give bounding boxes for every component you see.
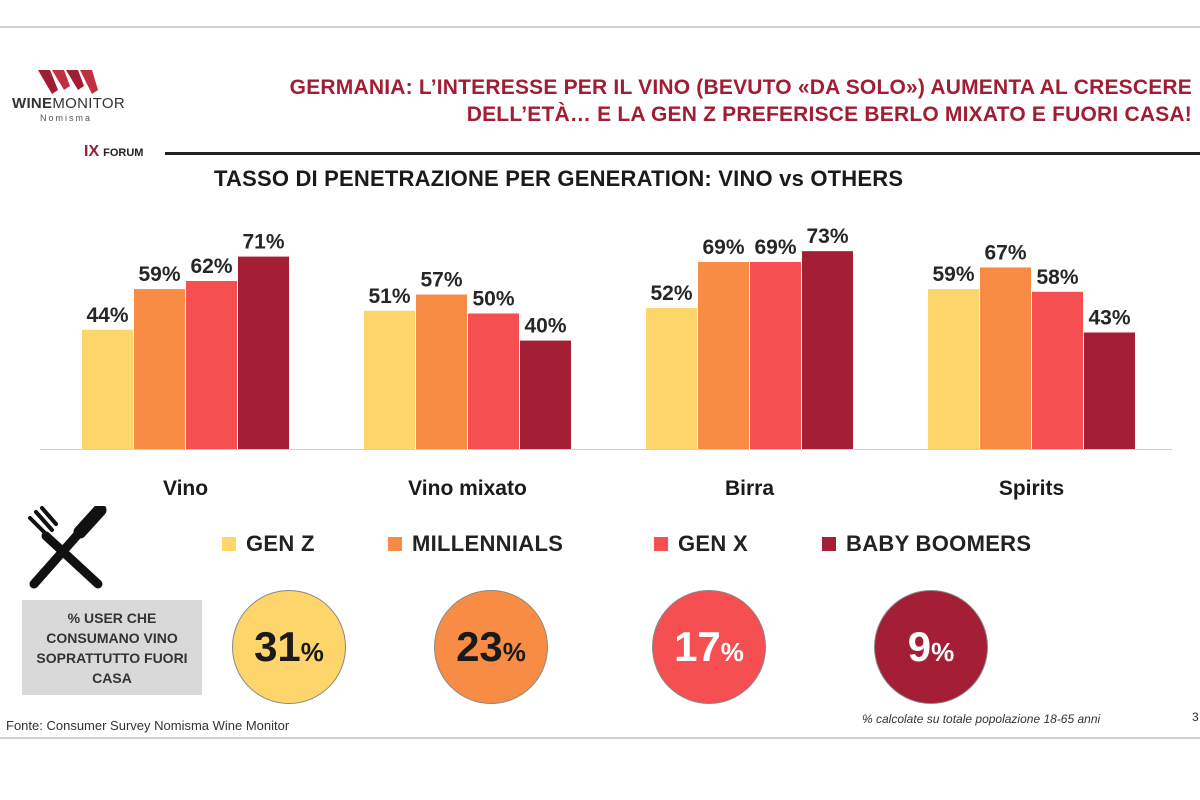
winemonitor-logo-icon	[38, 70, 98, 94]
data-label-baby-boomers: 71%	[242, 231, 284, 254]
calculation-note: % calcolate su totale popolazione 18-65 …	[862, 712, 1101, 726]
bar-baby-boomers	[520, 340, 571, 449]
legend-item-gen-z: GEN Z	[222, 528, 315, 560]
logo-subtitle: Nomisma	[40, 113, 93, 123]
bar-gen-x	[468, 313, 519, 449]
legend-label-gen-z: GEN Z	[246, 531, 315, 556]
data-label-gen-z: 59%	[932, 263, 974, 286]
bar-millennials	[416, 294, 467, 449]
circle-percent: %	[502, 636, 526, 667]
bar-baby-boomers	[1084, 332, 1135, 449]
away-from-home-circle-gen-x: 17%	[652, 590, 766, 704]
legend-swatch-millennials	[388, 537, 402, 551]
circle-percent: %	[931, 636, 955, 667]
data-label-baby-boomers: 43%	[1088, 306, 1130, 329]
data-label-baby-boomers: 40%	[524, 315, 566, 338]
source-note: Fonte: Consumer Survey Nomisma Wine Moni…	[6, 718, 290, 733]
circle-value: 17	[674, 623, 721, 670]
legend-swatch-baby-boomers	[822, 537, 836, 551]
page-title-line2: DELL’ETÀ… E LA GEN Z PREFERISCE BERLO MI…	[466, 103, 1192, 126]
fork-knife-icon	[28, 506, 107, 589]
legend-item-baby-boomers: BABY BOOMERS	[822, 528, 1031, 560]
bar-gen-z	[364, 310, 415, 449]
data-label-gen-x: 50%	[472, 288, 514, 311]
legend-label-gen-x: GEN X	[678, 531, 748, 556]
data-label-gen-x: 58%	[1036, 266, 1078, 289]
page-title: GERMANIA: L’INTERESSE PER IL VINO (BEVUT…	[192, 74, 1192, 128]
data-label-millennials: 69%	[702, 236, 744, 259]
legend-swatch-gen-z	[222, 537, 236, 551]
slide-top-border	[0, 26, 1200, 28]
legend-item-gen-x: GEN X	[654, 528, 748, 560]
bar-millennials	[698, 262, 749, 449]
category-label: Vino	[163, 477, 208, 500]
data-label-gen-z: 51%	[368, 285, 410, 308]
chart-title: TASSO DI PENETRAZIONE PER GENERATION: VI…	[214, 166, 904, 191]
circle-value: 31	[254, 623, 301, 670]
bar-gen-x	[186, 280, 237, 449]
away-from-home-circle-baby-boomers: 9%	[874, 590, 988, 704]
circle-value: 23	[456, 623, 503, 670]
bar-millennials	[134, 289, 185, 449]
data-label-millennials: 57%	[420, 269, 462, 292]
legend-label-baby-boomers: BABY BOOMERS	[846, 531, 1032, 556]
page-title-line1: GERMANIA: L’INTERESSE PER IL VINO (BEVUT…	[289, 76, 1192, 99]
data-label-gen-z: 52%	[650, 282, 692, 305]
bar-millennials	[980, 267, 1031, 449]
data-label-baby-boomers: 73%	[806, 225, 848, 248]
away-from-home-label: % USER CHE CONSUMANO VINO SOPRATTUTTO FU…	[22, 600, 202, 695]
bar-gen-z	[646, 308, 697, 449]
bar-chart: 44% 59% 62% 71% Vino 51% 57% 50% 40% Vino mixato 5…	[40, 225, 1172, 500]
data-label-gen-z: 44%	[86, 304, 128, 327]
data-label-millennials: 59%	[138, 263, 180, 286]
bar-baby-boomers	[238, 256, 289, 449]
bar-gen-x	[1032, 291, 1083, 449]
away-from-home-circle-millennials: 23%	[434, 590, 548, 704]
circle-value: 9	[907, 623, 932, 670]
bar-gen-x	[750, 262, 801, 449]
category-label: Vino mixato	[408, 477, 527, 500]
data-label-millennials: 67%	[984, 241, 1026, 264]
slide-bottom-border	[0, 737, 1200, 739]
data-label-gen-x: 69%	[754, 236, 796, 259]
circle-percent: %	[300, 636, 324, 667]
page-number: 3	[1192, 710, 1199, 724]
bar-gen-z	[928, 289, 979, 449]
legend-item-millennials: MILLENNIALS	[388, 528, 563, 560]
bar-gen-z	[82, 329, 133, 449]
legend-label-millennials: MILLENNIALS	[412, 531, 564, 556]
legend-swatch-gen-x	[654, 537, 668, 551]
category-label: Spirits	[999, 477, 1064, 500]
header-divider	[165, 152, 1200, 155]
data-label-gen-x: 62%	[190, 255, 232, 278]
category-label: Birra	[725, 477, 774, 500]
circle-percent: %	[720, 636, 744, 667]
forum-label: IX FORUM	[84, 143, 144, 160]
bar-baby-boomers	[802, 251, 853, 449]
logo-wordmark: WINEMONITOR	[12, 95, 126, 112]
away-from-home-circle-gen-z: 31%	[232, 590, 346, 704]
